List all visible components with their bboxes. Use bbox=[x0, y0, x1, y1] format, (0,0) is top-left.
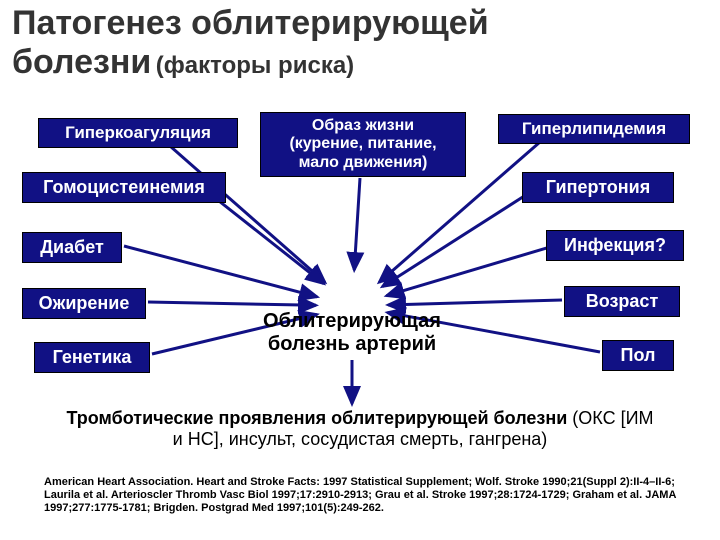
title-line2-main: болезни bbox=[12, 43, 151, 81]
outcome-bold: Тромботические проявления облитерирующей… bbox=[66, 408, 567, 428]
factor-obesity: Ожирение bbox=[22, 288, 146, 319]
page-title: Патогенез облитерирующей болезни (фактор… bbox=[12, 4, 489, 82]
factor-gender: Пол bbox=[602, 340, 674, 371]
title-line2-sub: (факторы риска) bbox=[156, 52, 354, 79]
factor-age: Возраст bbox=[564, 286, 680, 317]
references: American Heart Association. Heart and St… bbox=[44, 476, 680, 516]
factor-hyperlipid: Гиперлипидемия bbox=[498, 114, 690, 144]
factor-lifestyle: Образ жизни(курение, питание,мало движен… bbox=[260, 112, 466, 177]
factor-diabetes: Диабет bbox=[22, 232, 122, 263]
factor-infection: Инфекция? bbox=[546, 230, 684, 261]
center-label: Облитерирующая болезнь артерий bbox=[232, 310, 472, 356]
factor-hypertension: Гипертония bbox=[522, 172, 674, 203]
title-line1: Патогенез облитерирующей bbox=[12, 4, 489, 43]
factor-genetics: Генетика bbox=[34, 342, 150, 373]
factor-homocyst: Гомоцистеинемия bbox=[22, 172, 226, 203]
center-line1: Облитерирующая bbox=[232, 310, 472, 333]
factor-hypercoag: Гиперкоагуляция bbox=[38, 118, 238, 148]
center-line2: болезнь артерий bbox=[232, 333, 472, 356]
outcome-text: Тромботические проявления облитерирующей… bbox=[60, 408, 660, 450]
